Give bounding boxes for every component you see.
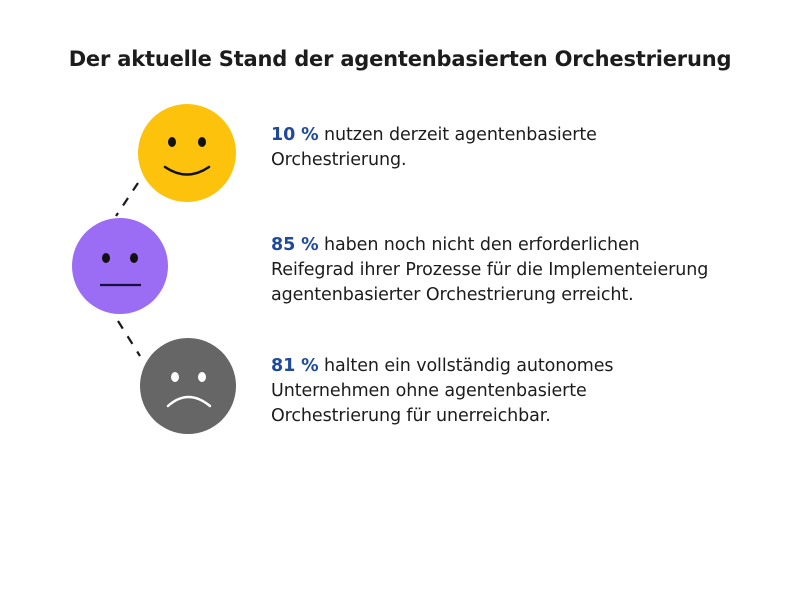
stat-text: halten ein vollständig autonomes xyxy=(318,356,614,376)
stat-text: Unternehmen ohne agentenbasierte xyxy=(271,381,587,401)
connector-line-top xyxy=(115,182,139,217)
stat-block-current-usage: 10 % nutzen derzeit agentenbasierte Orch… xyxy=(271,123,691,173)
page-title: Der aktuelle Stand der agentenbasierten … xyxy=(68,47,732,71)
stat-text: Orchestrierung für unerreichbar. xyxy=(271,406,551,426)
stat-block-autonomy: 81 % halten ein vollständig autonomes Un… xyxy=(271,354,691,429)
stat-text: Reifegrad ihrer Prozesse für die Impleme… xyxy=(271,260,709,280)
stat-text: agentenbasierter Orchestrierung erreicht… xyxy=(271,285,634,305)
stat-percent: 85 % xyxy=(271,235,319,255)
sad-face-icon xyxy=(140,338,236,434)
stat-text: haben noch nicht den erforderlichen xyxy=(318,235,640,255)
happy-face-icon xyxy=(138,104,236,202)
stat-percent: 81 % xyxy=(271,356,319,376)
neutral-face-icon xyxy=(72,218,168,314)
stat-text: nutzen derzeit agentenbasierte xyxy=(318,125,597,145)
stat-text: Orchestrierung. xyxy=(271,150,407,170)
stat-block-maturity: 85 % haben noch nicht den erforderlichen… xyxy=(271,233,771,308)
connector-line-bottom xyxy=(117,320,141,357)
stat-percent: 10 % xyxy=(271,125,319,145)
